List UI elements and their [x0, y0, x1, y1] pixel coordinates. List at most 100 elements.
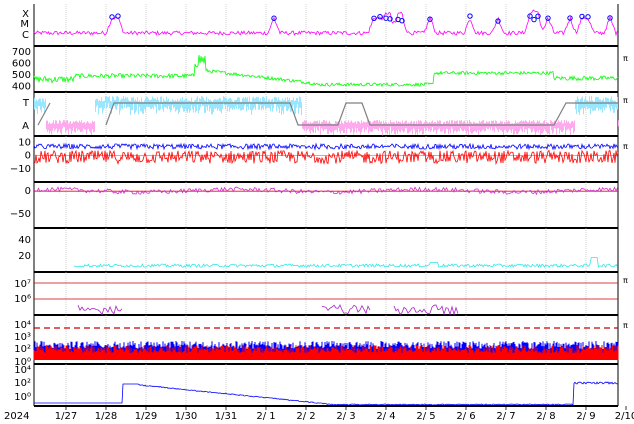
- sector-point: [401, 123, 402, 130]
- sector-point: [157, 97, 158, 105]
- sector-point: [559, 121, 560, 134]
- x-tick-label: 2/ 6: [456, 411, 475, 422]
- sector-point: [44, 101, 45, 115]
- sector-point: [106, 96, 107, 109]
- sector-point: [87, 121, 88, 130]
- sector-point: [138, 101, 139, 115]
- sector-point: [495, 120, 496, 128]
- sector-point: [122, 98, 123, 110]
- sector-point: [576, 100, 577, 115]
- sector-point: [570, 123, 571, 135]
- sector-point: [168, 98, 169, 107]
- sector-point: [491, 120, 492, 128]
- sector-point: [171, 101, 172, 111]
- sector-point: [252, 97, 253, 111]
- sector-point: [65, 121, 66, 133]
- sector-point: [385, 121, 386, 134]
- sector-point: [103, 100, 104, 111]
- x-tick-label: 2/ 7: [496, 411, 515, 422]
- sector-point: [215, 99, 216, 109]
- sector-point: [403, 123, 404, 133]
- sector-point: [415, 123, 416, 135]
- sector-point: [257, 97, 258, 104]
- sector-point: [392, 122, 393, 132]
- sector-point: [343, 123, 344, 133]
- sector-point: [137, 97, 138, 105]
- sector-point: [476, 122, 477, 133]
- sector-point: [82, 123, 83, 132]
- sector-point: [100, 100, 101, 109]
- sector-trend-line: [37, 102, 51, 126]
- sector-point: [117, 96, 118, 107]
- sector-point: [561, 120, 562, 133]
- x-tick-label: 2/10: [615, 411, 634, 422]
- sector-point: [222, 100, 223, 109]
- solar-wind-ytick: 500: [12, 70, 31, 81]
- sector-point: [473, 121, 474, 132]
- sector-point: [550, 120, 551, 127]
- sector-point: [94, 121, 95, 132]
- sector-point: [141, 97, 142, 112]
- sector-point: [174, 100, 175, 107]
- sector-point: [569, 123, 570, 131]
- sector-point: [89, 123, 90, 132]
- sector-point: [303, 121, 304, 130]
- side-label: π: [623, 96, 628, 105]
- sector-point: [232, 100, 233, 110]
- x-tick-label: 2/ 1: [256, 411, 275, 422]
- xray-class-C-label: C: [22, 30, 29, 41]
- sector-point: [436, 123, 437, 134]
- sector-point: [563, 123, 564, 131]
- sector-point: [524, 121, 525, 133]
- sector-point: [443, 122, 444, 130]
- sector-point: [118, 97, 119, 104]
- flare-marker: [531, 16, 537, 23]
- sector-point: [378, 122, 379, 131]
- sector-point: [467, 120, 468, 132]
- sector-point: [308, 122, 309, 129]
- sector-point: [350, 121, 351, 134]
- sector-point: [362, 122, 363, 130]
- flare-marker: [399, 18, 405, 24]
- sector-point: [408, 122, 409, 134]
- sector-point: [195, 99, 196, 113]
- sector-point: [453, 123, 454, 134]
- sector-point: [211, 100, 212, 115]
- flare-marker: [371, 15, 377, 22]
- sector-point: [611, 96, 612, 107]
- sector-point: [176, 101, 177, 111]
- sector-point: [73, 121, 74, 128]
- sector-point: [203, 97, 204, 106]
- sector-point: [515, 120, 516, 131]
- sector-point: [264, 97, 265, 106]
- sector-point: [341, 120, 342, 131]
- sector-A-label: A: [22, 121, 29, 132]
- sector-point: [86, 122, 87, 135]
- sector-point: [323, 120, 324, 132]
- sector-point: [575, 100, 576, 110]
- sector-point: [150, 100, 151, 109]
- sector-point: [133, 96, 134, 104]
- sector-point: [247, 97, 248, 107]
- sector-point: [566, 120, 567, 131]
- sector-point: [246, 98, 247, 112]
- sector-point: [363, 121, 364, 128]
- sector-point: [279, 99, 280, 114]
- sector-point: [510, 123, 511, 131]
- x-tick-label: 1/31: [215, 411, 237, 422]
- sector-point: [517, 122, 518, 135]
- sector-point: [90, 122, 91, 133]
- sector-point: [531, 121, 532, 133]
- sector-point: [397, 122, 398, 134]
- sector-point: [43, 98, 44, 109]
- sector-point: [84, 122, 85, 130]
- radio-ytick: 10⁰: [14, 357, 31, 368]
- sector-point: [579, 101, 580, 115]
- sector-point: [549, 123, 550, 135]
- sector-point: [143, 101, 144, 114]
- sector-point: [129, 101, 130, 108]
- sector-point: [261, 101, 262, 111]
- sector-point: [95, 99, 96, 112]
- sector-point: [571, 121, 572, 129]
